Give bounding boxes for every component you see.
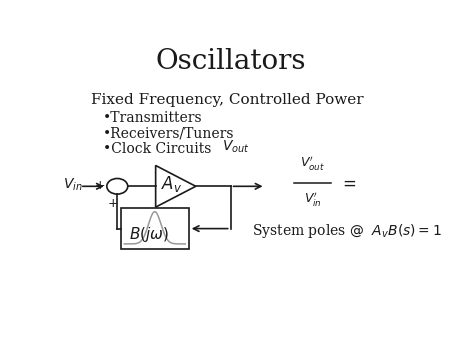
Text: Oscillators: Oscillators — [155, 48, 306, 75]
Text: +: + — [95, 178, 105, 192]
Text: $B(j\omega)$: $B(j\omega)$ — [129, 225, 169, 244]
Text: $=$: $=$ — [339, 174, 357, 192]
Text: •Clock Circuits: •Clock Circuits — [104, 142, 212, 156]
Text: $\it{V}^{\prime}_{out}$: $\it{V}^{\prime}_{out}$ — [300, 154, 325, 172]
Text: •Transmitters: •Transmitters — [104, 111, 203, 125]
Text: System poles $@$  $A_vB(s) = 1$: System poles $@$ $A_vB(s) = 1$ — [252, 221, 441, 240]
Bar — [121, 209, 189, 249]
Text: $V_{out}$: $V_{out}$ — [222, 139, 250, 155]
Text: $A_v$: $A_v$ — [161, 174, 182, 194]
Text: Fixed Frequency, Controlled Power: Fixed Frequency, Controlled Power — [91, 93, 364, 106]
Text: $\it{V}^{\prime}_{in}$: $\it{V}^{\prime}_{in}$ — [304, 191, 322, 209]
Text: •Receivers/Tuners: •Receivers/Tuners — [104, 126, 235, 141]
Text: +: + — [108, 197, 118, 210]
Text: $V_{in}$: $V_{in}$ — [63, 177, 83, 193]
